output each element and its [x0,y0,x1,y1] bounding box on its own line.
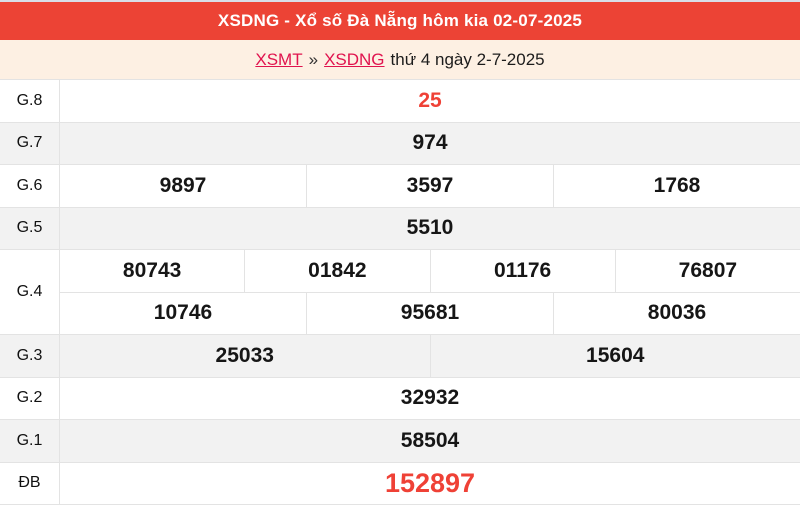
page-header: XSDNG - Xổ số Đà Nẵng hôm kia 02-07-2025 [0,2,800,40]
prize-label: G.3 [0,335,60,377]
prize-values: 32932 [60,378,800,420]
results-table: G.8 25 G.7 974 G.6 9897 3597 1768 G.5 5510 G.4 8074… [0,79,800,505]
prize-values: 974 [60,123,800,165]
prize-group: 974 [60,123,800,165]
prize-cell: 32932 [60,378,800,420]
prize-number: 5510 [406,216,454,240]
table-row: G.7 974 [0,122,800,165]
prize-group: 152897 [60,463,800,505]
prize-values: 58504 [60,420,800,462]
prize-cell: 5510 [60,208,800,250]
prize-cell: 25033 [60,335,430,377]
prize-number: 25 [418,88,442,112]
prize-number: 152897 [384,467,476,498]
prize-cell: 3597 [306,165,553,207]
prize-label: G.1 [0,420,60,462]
prize-group: 58504 [60,420,800,462]
table-row: ĐB 152897 [0,462,800,505]
prize-cell: 25 [60,80,800,122]
prize-number: 01842 [308,258,367,282]
prize-label: G.8 [0,80,60,122]
prize-cell: 152897 [60,463,800,505]
prize-label: G.6 [0,165,60,207]
prize-values: 152897 [60,463,800,505]
prize-number: 76807 [678,258,738,282]
prize-cell: 80743 [60,250,244,292]
prize-group: 5510 [60,208,800,250]
prize-number: 15604 [586,343,645,367]
table-row: G.1 58504 [0,420,800,463]
prize-cell: 80036 [553,292,800,334]
breadcrumb-date-text: thứ 4 ngày 2-7-2025 [390,49,545,69]
prize-number: 95681 [400,301,460,325]
prize-number: 3597 [406,173,454,197]
prize-number: 974 [412,131,448,155]
prize-values: 25 [60,80,800,122]
prize-cell: 58504 [60,420,800,462]
prize-values: 5510 [60,208,800,250]
prize-label: G.5 [0,207,60,249]
page-title: XSDNG - Xổ số Đà Nẵng hôm kia 02-07-2025 [217,11,583,30]
prize-group: 25033 15604 [60,335,800,377]
table-row: G.5 5510 [0,207,800,250]
prize-cell: 01842 [244,250,429,292]
prize-number: 80036 [647,301,707,325]
prize-label: G.7 [0,122,60,164]
table-row: G.6 9897 3597 1768 [0,165,800,208]
prize-values: 25033 15604 [60,335,800,377]
prize-number: 9897 [159,173,207,197]
table-row: G.8 25 [0,80,800,123]
prize-number: 25033 [215,343,274,367]
prize-cell: 974 [60,123,800,165]
prize-values: 80743 01842 01176 76807 10746 95681 80036 [60,250,800,334]
prize-number: 10746 [153,301,213,325]
prize-label: G.2 [0,377,60,419]
prize-group: 80743 01842 01176 76807 [60,250,800,292]
prize-number: 32932 [400,386,460,410]
prize-number: 58504 [400,428,460,452]
breadcrumb-link-xsmt[interactable]: XSMT [255,49,303,69]
prize-cell: 15604 [429,335,800,377]
table-row: G.4 80743 01842 01176 76807 10746 95681 80036 [0,250,800,335]
prize-number: 1768 [653,173,701,197]
table-row: G.2 32932 [0,377,800,420]
prize-cell: 1768 [553,165,800,207]
prize-group: 25 [60,80,800,122]
prize-cell: 10746 [60,293,306,335]
prize-cell: 95681 [306,292,553,334]
breadcrumb: XSMT » XSDNG thứ 4 ngày 2-7-2025 [0,40,800,79]
prize-group: 10746 95681 80036 [60,291,800,335]
prize-cell: 76807 [614,250,800,292]
prize-values: 9897 3597 1768 [60,165,800,207]
prize-cell: 9897 [60,165,306,207]
prize-cell: 01176 [429,250,615,292]
breadcrumb-separator: » [308,49,319,69]
breadcrumb-link-xsdng[interactable]: XSDNG [324,49,385,69]
prize-group: 32932 [60,378,800,420]
table-row: G.3 25033 15604 [0,335,800,378]
prize-label: G.4 [0,250,60,334]
prize-number: 80743 [122,258,182,282]
prize-number: 01176 [494,258,552,282]
prize-group: 9897 3597 1768 [60,165,800,207]
prize-label: ĐB [0,462,60,504]
